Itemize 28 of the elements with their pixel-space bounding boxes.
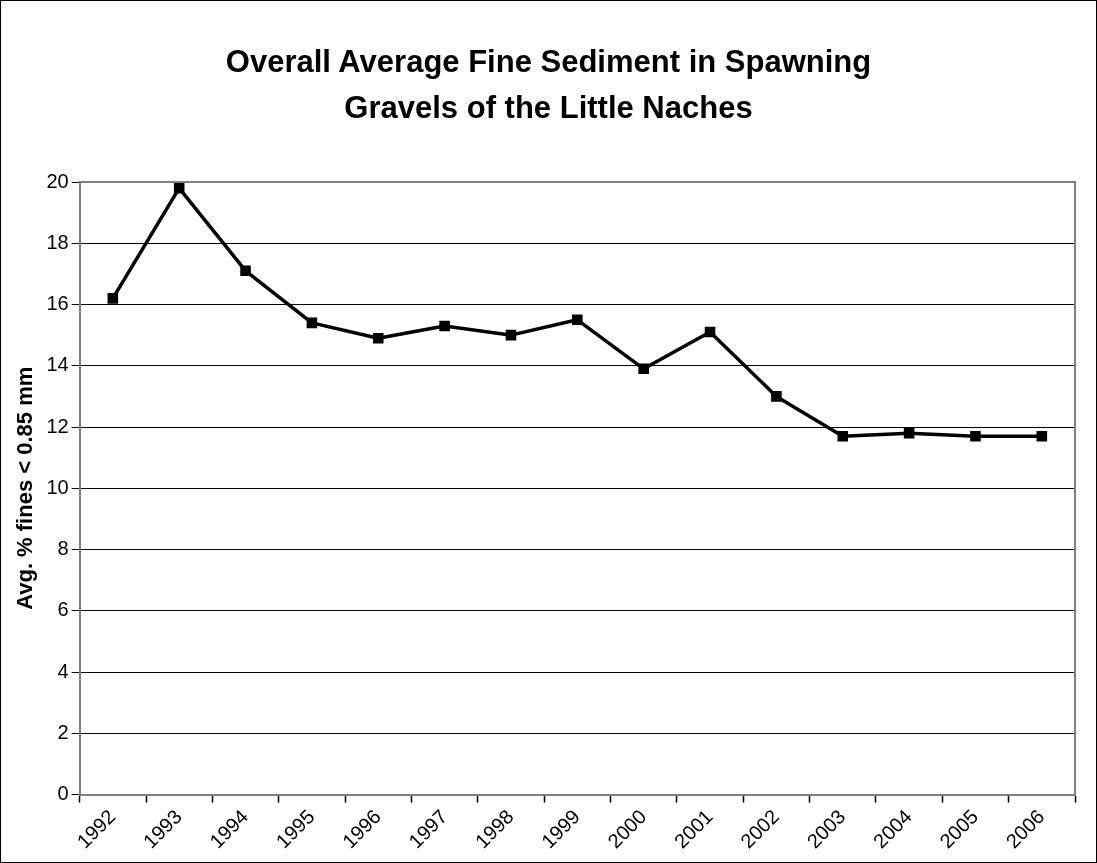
point xyxy=(173,182,185,194)
y-tick-label: 18 xyxy=(46,230,69,253)
point xyxy=(638,363,649,375)
point xyxy=(771,391,782,402)
point xyxy=(439,320,450,332)
y-tick-label: 16 xyxy=(46,292,69,315)
point xyxy=(970,430,981,442)
point xyxy=(306,317,318,329)
point xyxy=(572,314,583,326)
point xyxy=(107,293,119,304)
y-tick-label: 8 xyxy=(57,537,69,560)
y-tick-label: 20 xyxy=(46,169,69,192)
point xyxy=(903,427,915,439)
y-tick-label: 14 xyxy=(46,353,69,376)
point xyxy=(505,329,517,341)
y-tick-label: 10 xyxy=(46,475,69,498)
y-axis-title: Avg. % fines < 0.85 mm xyxy=(12,366,38,610)
point xyxy=(837,430,849,442)
point xyxy=(1036,430,1048,442)
y-tick-label: 2 xyxy=(57,720,69,743)
point xyxy=(704,326,716,338)
point xyxy=(372,332,384,344)
y-tick-label: 4 xyxy=(57,659,69,682)
y-tick-label: 12 xyxy=(46,414,69,437)
point xyxy=(240,265,251,277)
y-tick-label: 0 xyxy=(57,782,69,805)
chart-title: Overall Average Fine Sediment in Spawning Gravels of the Little Naches xyxy=(224,43,873,127)
y-tick-label: 6 xyxy=(57,598,69,621)
